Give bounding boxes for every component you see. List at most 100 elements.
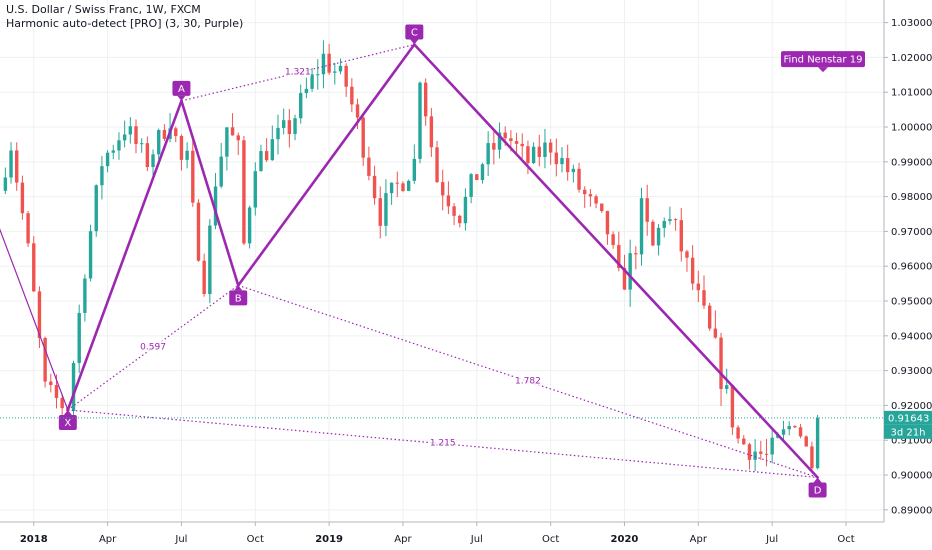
pattern-point-a[interactable]: A: [172, 80, 191, 101]
candle: [139, 138, 144, 153]
candle: [134, 119, 138, 154]
pattern-point-x[interactable]: X: [58, 409, 77, 430]
ratio-label: 1.215: [430, 439, 456, 449]
x-tick-label: Jul: [765, 534, 778, 545]
candle: [685, 249, 689, 272]
candle: [543, 128, 547, 169]
candle: [554, 138, 559, 177]
y-tick-label: 0.95000: [891, 297, 932, 308]
candle: [480, 162, 485, 184]
x-tick-label: Jul: [174, 534, 187, 545]
candle: [230, 113, 235, 136]
candle: [441, 169, 445, 211]
pattern-point-d[interactable]: D: [808, 477, 827, 498]
candle: [179, 134, 184, 171]
candle: [486, 131, 490, 176]
candle: [344, 63, 348, 97]
pattern-leg: [180, 99, 240, 287]
candle: [3, 167, 8, 194]
candle: [429, 107, 434, 157]
ratio-label: 1.321: [285, 68, 311, 78]
candle: [196, 199, 201, 262]
candle: [310, 67, 314, 92]
candle: [764, 439, 769, 467]
candle: [361, 112, 365, 166]
candle: [83, 274, 87, 322]
candle: [162, 124, 167, 142]
harmonic-pattern: 0.597 1.321 1.782 1.215 X A B C D: [0, 24, 827, 498]
candle: [242, 135, 246, 246]
y-tick-label: 0.93000: [891, 366, 932, 377]
candle: [742, 435, 746, 446]
candle: [372, 165, 377, 205]
candle: [605, 210, 610, 245]
candle: [690, 245, 695, 291]
candle: [736, 425, 740, 444]
candle: [719, 332, 723, 407]
y-tick-label: 1.02000: [891, 53, 932, 64]
candle: [401, 181, 405, 193]
candle: [253, 162, 257, 216]
candle: [111, 144, 115, 160]
pattern-leg: [236, 43, 416, 287]
candle: [537, 134, 541, 167]
overlays: Find Nenstar 19 0.91643 3d 21h: [0, 51, 932, 439]
candle: [696, 270, 701, 303]
pattern-point-b[interactable]: B: [229, 285, 248, 306]
candle: [247, 205, 252, 249]
pattern-point-label: C: [411, 28, 418, 39]
candle: [815, 414, 820, 470]
candle: [548, 138, 553, 165]
candle: [145, 136, 150, 172]
candle: [100, 155, 104, 200]
candle: [798, 423, 803, 439]
x-tick-label: Oct: [542, 534, 559, 545]
candle: [270, 125, 275, 161]
candle: [202, 253, 206, 297]
candle: [304, 77, 309, 99]
candle: [571, 164, 576, 183]
pattern-point-label: D: [814, 485, 822, 496]
bar-countdown: 3d 21h: [891, 427, 926, 438]
candle: [367, 146, 371, 181]
candle: [418, 81, 422, 164]
y-tick-label: 0.90000: [891, 471, 932, 482]
candle: [594, 194, 598, 209]
y-tick-label: 1.03000: [891, 18, 932, 29]
candle: [191, 139, 195, 207]
y-tick-label: 0.96000: [891, 262, 932, 273]
candle: [770, 427, 774, 464]
candle: [730, 384, 735, 436]
candle: [526, 140, 530, 175]
pattern-point-label: B: [235, 293, 242, 304]
pattern-point-c[interactable]: C: [405, 24, 424, 45]
candle: [174, 126, 178, 143]
last-price-value: 0.91643: [888, 413, 929, 424]
x-tick-label: 2018: [20, 534, 48, 545]
candle: [673, 218, 678, 231]
candle: [514, 132, 519, 154]
candle: [185, 142, 189, 169]
candle: [600, 203, 604, 214]
candle: [293, 114, 297, 141]
candle: [94, 184, 98, 237]
candle: [423, 78, 428, 126]
candle: [77, 304, 81, 374]
candle: [117, 132, 121, 160]
candle: [338, 58, 343, 75]
y-tick-label: 0.91000: [891, 436, 932, 447]
candle: [793, 425, 797, 429]
candle: [583, 186, 587, 208]
candle: [810, 441, 814, 474]
candle: [60, 394, 64, 418]
annotation-tag[interactable]: Find Nenstar 19: [781, 51, 865, 73]
candle: [656, 223, 661, 256]
candle: [406, 179, 411, 192]
candle: [412, 144, 417, 184]
candle: [378, 186, 382, 239]
y-tick-label: 0.92000: [891, 401, 932, 412]
candle: [105, 150, 110, 173]
candle: [333, 62, 337, 85]
candle: [236, 132, 240, 156]
